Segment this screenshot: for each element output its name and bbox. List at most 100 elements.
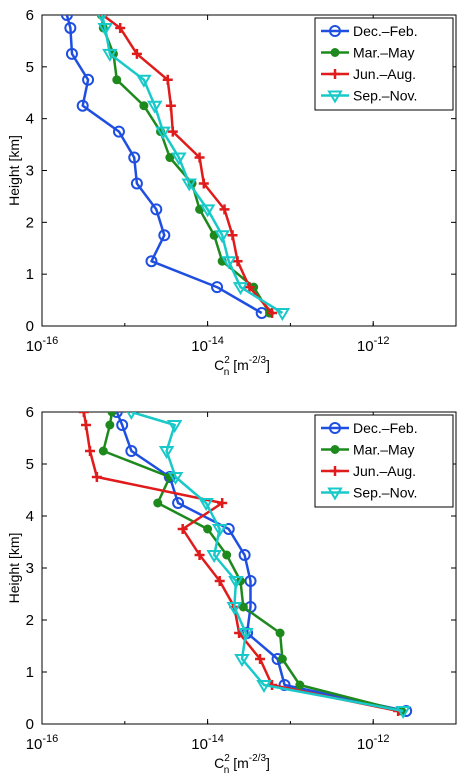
- y-tick-label: 1: [26, 266, 34, 283]
- data-point: [238, 549, 251, 561]
- data-point: [244, 575, 257, 587]
- y-tick-label: 1: [26, 664, 34, 681]
- legend-marker: [329, 422, 341, 434]
- legend-marker: [330, 69, 340, 79]
- data-point: [81, 420, 92, 430]
- data-point: [181, 178, 197, 192]
- legend: Dec.–Feb. Mar.–May Jun.–Aug. Sep.–Nov.: [314, 17, 454, 111]
- data-point: [217, 498, 228, 508]
- x-axis-label: C2 n [m-2/3]: [214, 355, 270, 378]
- data-point: [65, 47, 78, 60]
- data-point: [145, 255, 158, 268]
- data-point: [105, 420, 115, 430]
- data-point: [194, 550, 205, 560]
- data-point: [126, 412, 137, 420]
- data-point: [234, 654, 250, 667]
- x-axis-label-sup: 2: [224, 753, 230, 764]
- data-point: [112, 75, 122, 85]
- data-point: [226, 602, 243, 615]
- data-point: [85, 446, 96, 456]
- data-point: [220, 256, 237, 270]
- data-point: [110, 412, 123, 418]
- data-point: [395, 706, 411, 719]
- legend-marker: [330, 445, 340, 454]
- x-tick-label-base: 10: [191, 736, 208, 753]
- data-point: [155, 126, 171, 140]
- series-line: [65, 15, 263, 315]
- legend-item: Mar.–May: [321, 45, 414, 61]
- data-point: [214, 576, 225, 586]
- data-point: [139, 101, 149, 111]
- data-point: [198, 498, 214, 511]
- legend-item: Dec.–Feb.: [321, 420, 418, 436]
- x-axis-label-unit: [m: [229, 755, 248, 771]
- data-point: [199, 204, 216, 218]
- data-point: [238, 602, 248, 612]
- y-axis-label: Height [km]: [6, 135, 22, 206]
- data-point: [125, 445, 138, 457]
- series-3: [97, 15, 278, 319]
- x-axis-label: C2 n [m-2/3]: [214, 753, 270, 776]
- x-tick-label-exponent: -16: [42, 733, 58, 745]
- data-point: [102, 48, 118, 62]
- data-point: [194, 152, 205, 163]
- x-axis-label-sub: n: [224, 765, 230, 776]
- data-point: [128, 151, 141, 164]
- x-axis-label-sub: n: [224, 367, 230, 378]
- data-point: [206, 550, 222, 563]
- x-axis-label-unit-close: ]: [266, 357, 270, 373]
- data-point: [171, 152, 187, 166]
- x-tick-label-exponent: -12: [374, 335, 390, 347]
- x-axis-label-symbol: C: [214, 357, 224, 373]
- y-tick-label: 2: [26, 214, 34, 231]
- x-tick-label-exponent: -16: [42, 335, 58, 347]
- series-1: [60, 15, 268, 320]
- data-point: [172, 497, 185, 509]
- x-axis-label-unit-exponent: -2/3: [249, 753, 267, 764]
- data-point: [76, 99, 89, 112]
- x-tick-label-base: 10: [26, 736, 43, 753]
- y-tick-label: 2: [26, 612, 34, 629]
- data-point: [277, 654, 287, 664]
- series-4: [97, 15, 291, 321]
- x-tick-label: 10-14: [191, 733, 224, 753]
- x-tick-label-base: 10: [357, 338, 374, 355]
- data-point: [97, 22, 113, 36]
- legend-label: Jun.–Aug.: [353, 463, 416, 479]
- data-point: [275, 628, 285, 638]
- x-tick-label: 10-12: [357, 733, 390, 753]
- data-point: [274, 308, 291, 321]
- data-point: [211, 524, 228, 537]
- x-tick-label-base: 10: [191, 338, 208, 355]
- y-tick-label: 3: [26, 163, 34, 180]
- legend-item: Jun.–Aug.: [321, 66, 416, 82]
- legend-marker: [329, 25, 341, 37]
- data-point: [64, 21, 77, 34]
- legend-label: Dec.–Feb.: [353, 420, 418, 436]
- legend-item: Sep.–Nov.: [321, 88, 417, 104]
- x-tick-label: 10-16: [26, 733, 59, 753]
- series-1: [110, 412, 413, 717]
- x-tick-label-exponent: -14: [208, 335, 224, 347]
- y-tick-label: 0: [26, 716, 34, 733]
- x-axis-label-sup: 2: [224, 355, 230, 366]
- legend-label: Mar.–May: [353, 45, 414, 61]
- legend: Dec.–Feb. Mar.–May Jun.–Aug. Sep.–Nov.: [314, 414, 454, 508]
- legend-label: Sep.–Nov.: [353, 88, 417, 104]
- data-point: [150, 203, 163, 216]
- y-axis-label: Height [km]: [6, 533, 22, 604]
- data-point: [112, 125, 125, 138]
- series-2: [96, 15, 275, 318]
- data-point: [91, 472, 102, 482]
- data-point: [60, 15, 73, 21]
- data-point: [198, 178, 209, 189]
- data-point: [219, 204, 230, 215]
- legend-marker: [330, 48, 340, 57]
- data-point: [158, 229, 171, 242]
- series-2: [98, 412, 407, 716]
- data-point: [244, 282, 255, 293]
- x-axis-label-unit-close: ]: [266, 755, 270, 771]
- legend-marker: [327, 90, 343, 104]
- data-point: [222, 550, 232, 560]
